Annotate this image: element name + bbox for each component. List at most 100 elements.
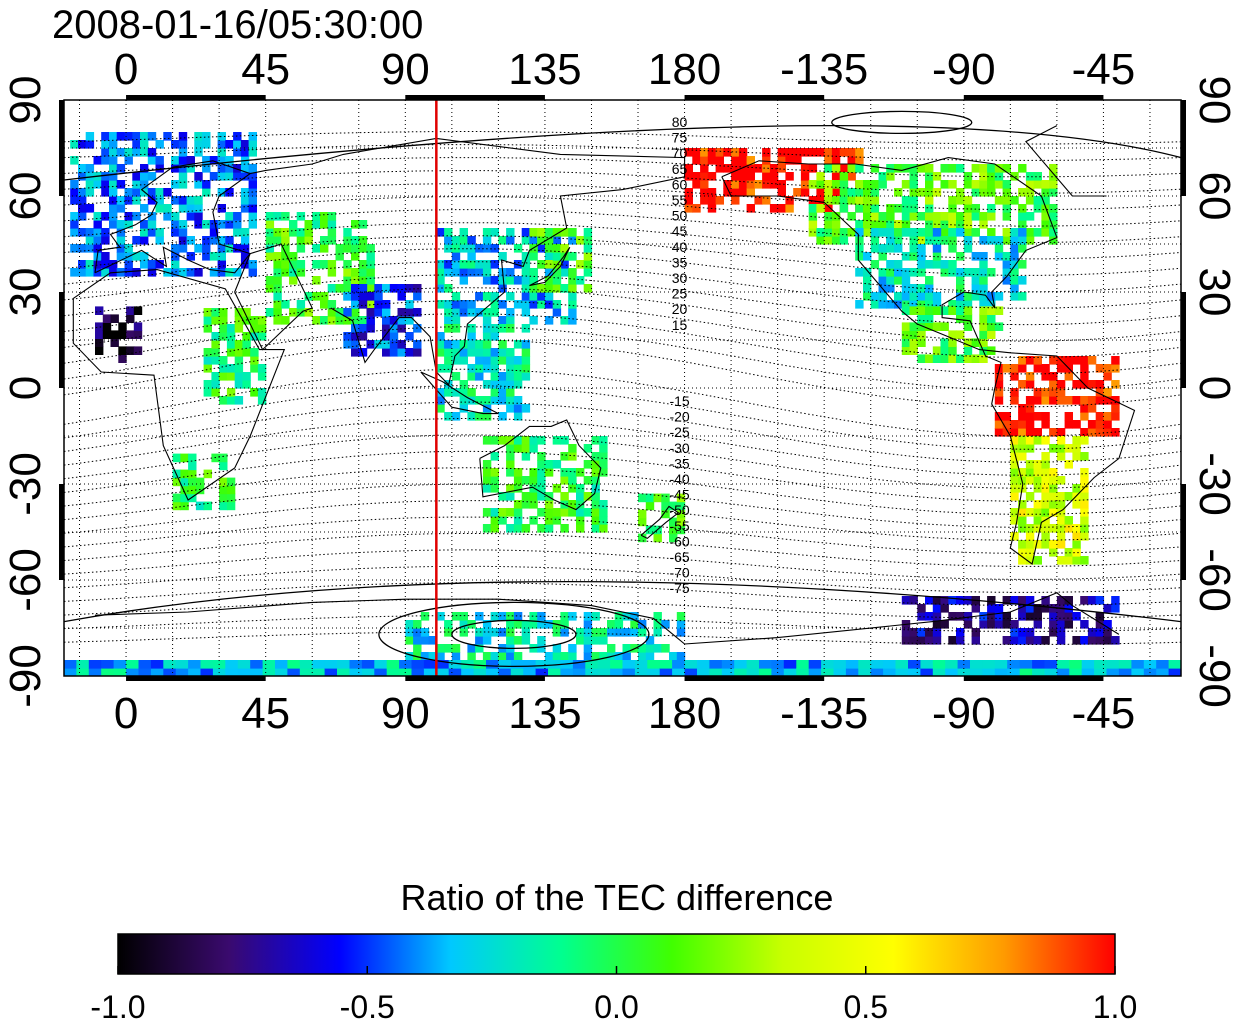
data-cell-15: [1041, 388, 1050, 397]
data-cell-12: [831, 236, 841, 245]
data-cell-0: [178, 148, 188, 157]
data-cell-15: [1095, 428, 1105, 437]
data-cell-19: [138, 660, 152, 669]
data-cell-13: [901, 292, 911, 301]
data-cell-12: [909, 188, 918, 197]
data-cell-13: [917, 260, 926, 269]
data-cell-11: [700, 172, 709, 181]
data-cell-2: [203, 388, 212, 397]
data-cell-12: [886, 204, 895, 213]
data-cell-18: [521, 628, 531, 637]
data-cell-2: [203, 324, 212, 333]
data-cell-13: [901, 276, 911, 285]
data-cell-12: [831, 228, 841, 237]
data-cell-19: [548, 660, 561, 669]
data-cell-8: [490, 356, 499, 365]
data-cell-18: [630, 628, 639, 637]
data-cell-9: [599, 452, 608, 461]
data-cell-6: [482, 260, 492, 269]
data-cell-19: [1118, 668, 1132, 676]
data-cell-15: [1103, 396, 1112, 405]
data-cell-17: [1087, 628, 1097, 637]
colorbar-tick-label: 0.0: [594, 989, 638, 1024]
data-cell-4: [273, 316, 282, 325]
data-cell-4: [273, 236, 282, 245]
data-cell-11: [746, 156, 755, 165]
contour-label-north: 35: [672, 254, 688, 270]
data-cell-12: [808, 212, 818, 221]
data-cell-5: [389, 284, 399, 293]
data-cell-12: [839, 236, 849, 245]
data-cell-17: [1111, 604, 1120, 613]
data-cell-17: [1049, 620, 1058, 629]
data-cell-19: [1019, 668, 1033, 676]
data-cell-2: [234, 348, 244, 357]
data-cell-0: [202, 244, 211, 253]
data-cell-14: [987, 306, 996, 315]
data-cell-19: [1168, 668, 1181, 676]
data-cell-11: [746, 180, 755, 189]
data-cell-4: [296, 300, 306, 309]
data-cell-18: [459, 620, 468, 629]
data-cell-0: [116, 164, 126, 173]
data-cell-15: [1025, 404, 1035, 413]
data-cell-0: [217, 132, 226, 141]
data-cell-18: [405, 652, 414, 661]
data-cell-4: [335, 284, 344, 293]
data-cell-0: [147, 268, 157, 277]
data-cell-11: [816, 148, 825, 157]
data-cell-0: [116, 220, 126, 229]
data-cell-14: [909, 330, 918, 339]
data-cell-5: [413, 308, 422, 317]
data-cell-0: [140, 140, 149, 149]
data-cell-12: [956, 220, 965, 229]
data-cell-5: [405, 308, 414, 317]
data-cell-0: [209, 220, 219, 229]
data-cell-14: [917, 306, 926, 315]
data-cell-17: [901, 628, 911, 637]
data-cell-5: [413, 340, 422, 349]
data-cell-17: [1033, 636, 1042, 645]
data-cell-3: [180, 485, 189, 495]
data-cell-11: [731, 180, 740, 189]
data-cell-19: [572, 668, 586, 676]
data-cell-0: [240, 148, 250, 157]
data-cell-14: [909, 346, 918, 355]
data-cell-11: [707, 148, 717, 157]
data-cell-2: [242, 308, 251, 317]
data-cell-7: [560, 244, 569, 253]
data-cell-11: [692, 180, 701, 189]
data-cell-19: [560, 668, 574, 676]
data-cell-0: [140, 148, 149, 157]
data-cell-19: [1131, 660, 1145, 669]
data-cell-8: [521, 404, 531, 413]
data-cell-9: [568, 476, 577, 485]
data-cell-13: [1010, 228, 1019, 237]
data-cell-7: [576, 236, 585, 245]
data-cell-14: [901, 330, 911, 339]
data-cell-12: [1025, 180, 1035, 189]
data-cell-0: [85, 268, 95, 277]
data-cell-0: [194, 212, 203, 221]
data-cell-6: [451, 252, 461, 261]
data-cell-11: [754, 164, 763, 173]
data-cell-19: [510, 668, 524, 676]
contour-label-south: -45: [669, 487, 689, 503]
data-cell-13: [987, 236, 996, 245]
data-cell-8: [490, 396, 499, 405]
data-cell-16: [1018, 508, 1027, 517]
data-cell-16: [1018, 516, 1027, 525]
data-cell-18: [607, 620, 616, 629]
data-cell-17: [1064, 620, 1073, 629]
data-cell-19: [337, 660, 350, 669]
data-cell-19: [572, 660, 586, 669]
data-cell-5: [405, 332, 414, 341]
data-cell-17: [1103, 636, 1112, 645]
data-cell-0: [240, 228, 250, 237]
data-cell-13: [1010, 284, 1019, 293]
data-cell-0: [186, 236, 195, 245]
data-cell-0: [140, 252, 149, 261]
data-cell-12: [824, 212, 833, 221]
data-cell-19: [1106, 660, 1120, 669]
data-cell-13: [1010, 268, 1019, 277]
